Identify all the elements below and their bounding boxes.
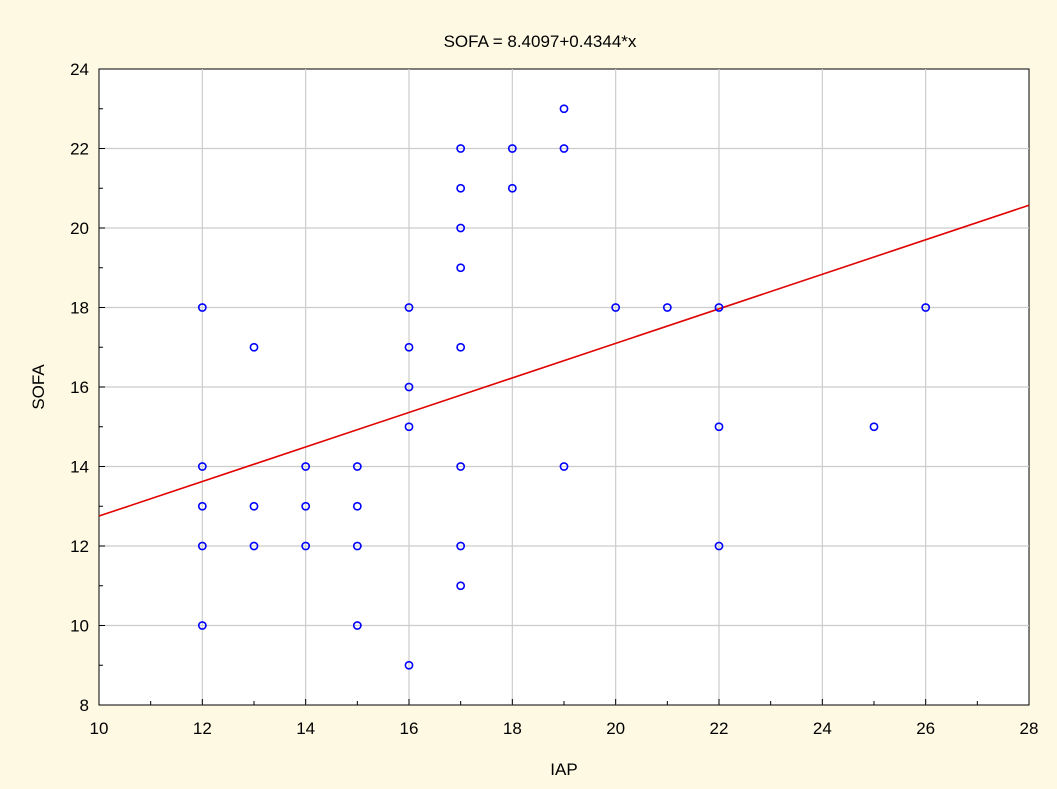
y-tick-label: 8	[80, 696, 89, 715]
y-tick-label: 10	[70, 617, 89, 636]
data-point	[404, 303, 414, 312]
data-points	[197, 104, 931, 670]
data-point	[404, 382, 414, 392]
y-axis-label: SOFA	[29, 364, 48, 410]
x-tick-label: 16	[400, 719, 419, 738]
y-tick-label: 18	[70, 299, 89, 318]
data-point	[559, 462, 569, 471]
data-point	[352, 462, 362, 471]
data-point	[301, 462, 311, 471]
gridlines	[99, 69, 1029, 705]
data-point	[714, 422, 724, 432]
y-tick-label: 16	[70, 378, 89, 397]
data-point	[714, 303, 724, 312]
x-tick-label: 28	[1020, 719, 1039, 738]
data-point	[197, 462, 207, 471]
data-point	[249, 541, 259, 551]
data-point	[559, 144, 569, 153]
data-point	[404, 342, 414, 352]
data-point	[249, 501, 259, 511]
x-tick-label: 22	[710, 719, 729, 738]
data-point	[714, 541, 724, 551]
x-tick-label: 18	[503, 719, 522, 738]
x-tick-label: 10	[90, 719, 109, 738]
y-tick-label: 24	[70, 60, 89, 79]
data-point	[456, 263, 466, 273]
data-point	[301, 501, 311, 511]
data-point	[507, 144, 517, 153]
chart-title: SOFA = 8.4097+0.4344*x	[444, 32, 637, 51]
data-point	[611, 303, 621, 312]
data-point	[662, 303, 672, 312]
data-point	[352, 501, 362, 511]
data-point	[456, 581, 466, 591]
x-tick-label: 12	[193, 719, 212, 738]
x-tick-label: 20	[606, 719, 625, 738]
regression-line	[98, 204, 1030, 517]
x-tick-label: 24	[813, 719, 832, 738]
data-point	[921, 303, 931, 312]
x-axis-label: IAP	[550, 760, 577, 779]
x-axis-ticks: 10 12 14 16 18 20 22 24 26 28	[90, 699, 1039, 738]
data-point	[352, 541, 362, 551]
data-point	[559, 104, 569, 114]
data-point	[456, 183, 466, 193]
y-tick-label: 20	[70, 219, 89, 238]
y-tick-label: 22	[70, 140, 89, 159]
data-point	[197, 541, 207, 551]
data-point	[456, 144, 466, 153]
data-point	[197, 501, 207, 511]
data-point	[249, 342, 259, 352]
data-point	[869, 422, 879, 432]
data-point	[456, 462, 466, 471]
y-tick-label: 14	[70, 458, 89, 477]
x-tick-label: 26	[916, 719, 935, 738]
y-tick-label: 12	[70, 537, 89, 556]
x-tick-label: 14	[296, 719, 315, 738]
data-point	[456, 342, 466, 352]
data-point	[507, 183, 517, 193]
data-point	[197, 621, 207, 630]
minor-ticks	[99, 108, 978, 705]
data-point	[197, 303, 207, 312]
data-point	[352, 621, 362, 630]
data-point	[404, 422, 414, 432]
data-point	[456, 223, 466, 233]
data-point	[301, 541, 311, 551]
data-point	[404, 660, 414, 670]
data-point	[456, 541, 466, 551]
y-axis-ticks: 8 10 12 14 16 18 20 22 24	[70, 60, 105, 715]
